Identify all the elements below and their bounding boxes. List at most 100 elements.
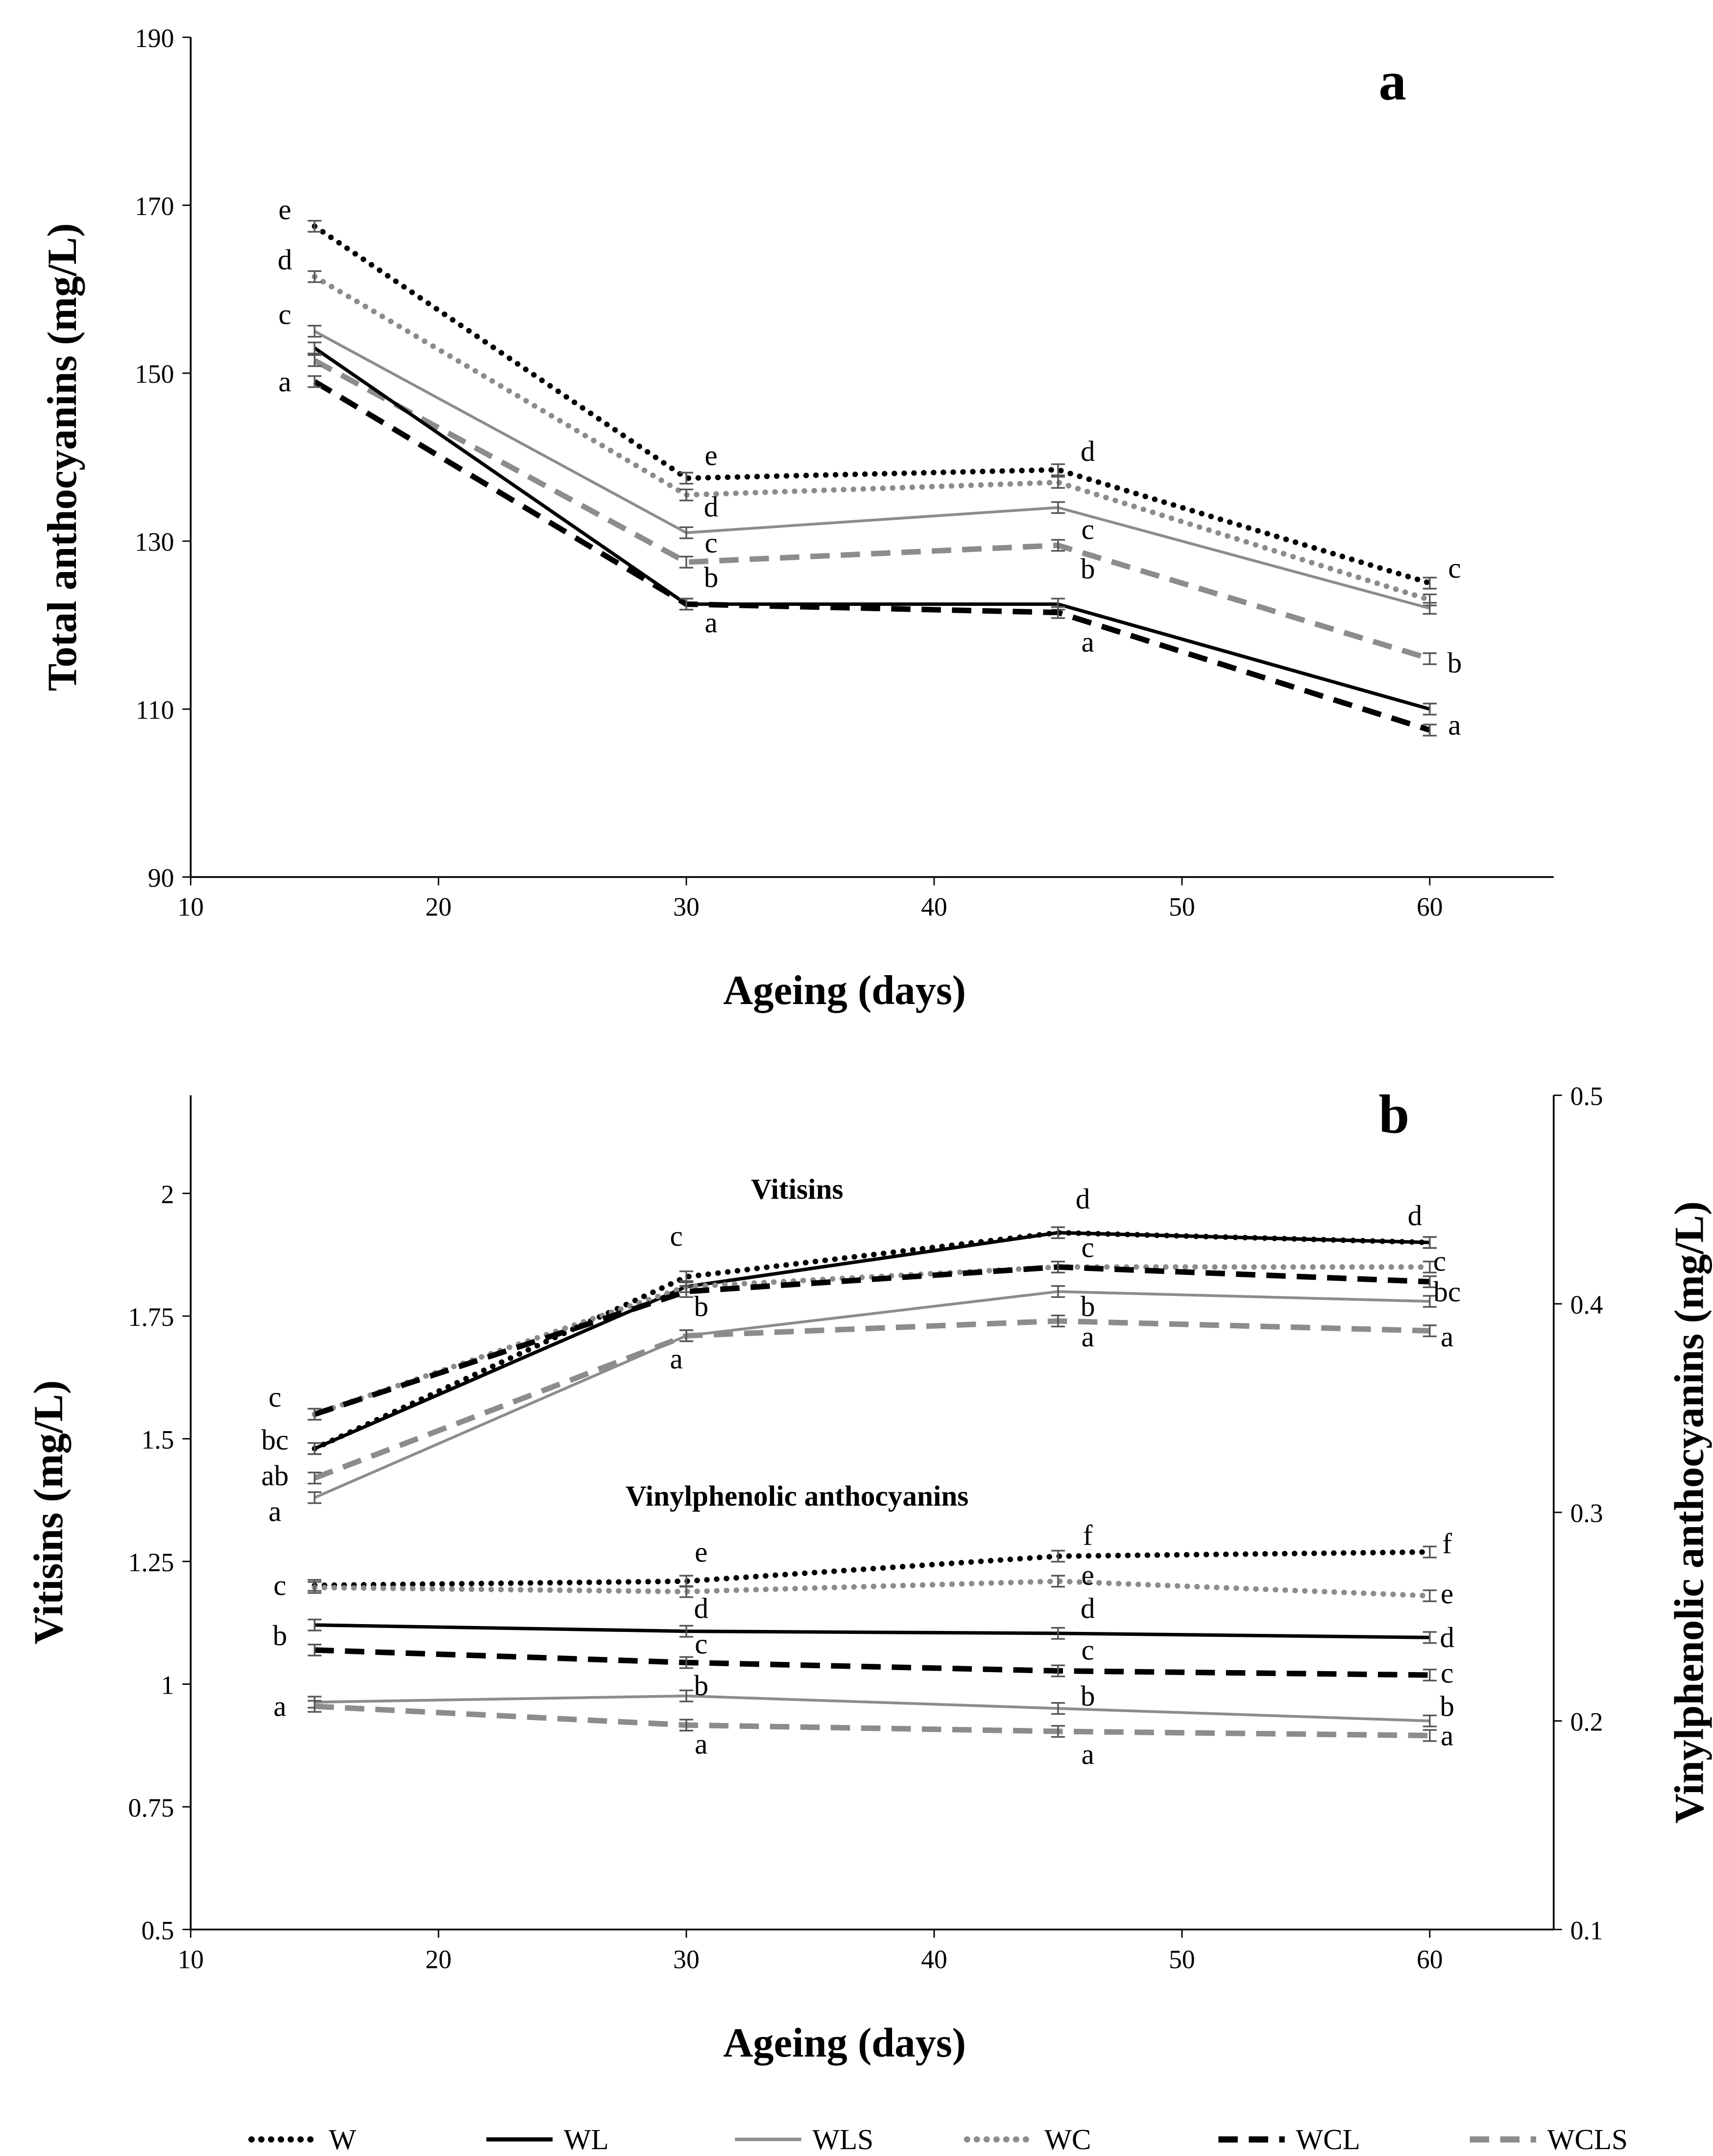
y-tick-label: 190 xyxy=(135,24,174,53)
significance-letter: c xyxy=(1082,1634,1094,1666)
series-line-wl xyxy=(314,346,1430,711)
series-line-wls xyxy=(314,1694,1430,1723)
right-y-axis-title: Vinylphenolic anthocyanins (mg/L) xyxy=(1666,1201,1712,1823)
significance-letter: c xyxy=(268,1381,281,1413)
significance-letter: f xyxy=(1442,1527,1452,1559)
series-line-wc xyxy=(312,1264,1433,1417)
y-tick-label: 1.5 xyxy=(141,1425,174,1454)
y-tick-label: 0.5 xyxy=(141,1916,174,1945)
series-line-wls xyxy=(314,330,1430,610)
right-y-tick-label: 0.1 xyxy=(1570,1916,1603,1945)
series-line-wcls xyxy=(314,1318,1430,1481)
x-tick-label: 40 xyxy=(921,1944,947,1974)
series-line-wcl xyxy=(314,1264,1430,1417)
significance-letter: e xyxy=(278,193,291,225)
group-title-vinylphenolic: Vinylphenolic anthocyanins xyxy=(626,1480,968,1512)
significance-letter: b xyxy=(694,1669,709,1701)
series-line-wc xyxy=(312,274,1433,603)
x-tick-label: 50 xyxy=(1169,1944,1195,1974)
significance-letter: a xyxy=(1082,1320,1094,1353)
panel-a-total-anthocyanins: 10 20 30 40 50 60 90 110 130 150 170 190 Ageing (day… xyxy=(40,24,1554,1013)
y-tick-label: 1.75 xyxy=(128,1302,174,1332)
legend-label-w: W xyxy=(329,2123,356,2156)
series-line-wcl xyxy=(313,379,1431,733)
significance-letter: d xyxy=(1076,1182,1090,1215)
significance-letter: b xyxy=(1448,647,1462,679)
significance-letter: b xyxy=(1081,1290,1095,1322)
y-tick-label: 90 xyxy=(148,863,174,892)
significance-letter: b xyxy=(694,1290,709,1322)
significance-letter: ab xyxy=(261,1459,289,1491)
legend-label-wcls: WCLS xyxy=(1547,2123,1627,2156)
y-axis-title: Vitisins (mg/L) xyxy=(26,1380,72,1645)
significance-letter: d xyxy=(1081,1592,1095,1625)
x-tick-label: 10 xyxy=(177,892,204,922)
significance-letter: d xyxy=(1440,1621,1454,1653)
series-line-w xyxy=(312,1549,1433,1588)
series-line-wls xyxy=(314,1290,1430,1499)
significance-letter: a xyxy=(268,1495,281,1528)
legend-label-wls: WLS xyxy=(812,2123,873,2156)
significance-letter: c xyxy=(1441,1657,1453,1689)
significance-letter: a xyxy=(1441,1719,1453,1751)
significance-letter: e xyxy=(1441,1578,1453,1610)
x-tick-label: 20 xyxy=(425,892,452,922)
significance-letter: c xyxy=(1448,551,1461,584)
right-y-tick-label: 0.2 xyxy=(1570,1707,1603,1736)
significance-letter: e xyxy=(1082,1558,1094,1591)
significance-letter: c xyxy=(278,298,291,331)
significance-letter: d xyxy=(1081,435,1095,467)
significance-letter: c xyxy=(1082,513,1094,546)
y-tick-label: 0.75 xyxy=(128,1793,174,1822)
significance-letter: a xyxy=(1441,1320,1453,1353)
significance-letter: bc xyxy=(261,1423,289,1456)
x-tick-label: 10 xyxy=(177,1944,204,1974)
right-y-tick-label: 0.3 xyxy=(1570,1499,1603,1528)
x-axis-title: Ageing (days) xyxy=(723,2020,966,2066)
x-tick-label: 30 xyxy=(673,1944,700,1974)
significance-letter: c xyxy=(670,1220,683,1252)
legend: W WL WLS WC WCL WCLS xyxy=(248,2123,1628,2156)
legend-label-wcl: WCL xyxy=(1296,2123,1360,2156)
significance-letter: bc xyxy=(1433,1275,1461,1308)
y-tick-label: 130 xyxy=(135,527,174,557)
legend-label-wc: WC xyxy=(1044,2123,1091,2156)
panel-label: a xyxy=(1378,50,1406,112)
significance-letter: a xyxy=(670,1342,683,1375)
series-line-wcls xyxy=(314,1703,1430,1739)
y-tick-label: 170 xyxy=(135,192,174,221)
x-tick-label: 60 xyxy=(1417,1944,1443,1974)
significance-letter: a xyxy=(1082,625,1094,658)
x-tick-label: 60 xyxy=(1417,892,1443,922)
y-axis-title: Total anthocyanins (mg/L) xyxy=(40,223,85,692)
significance-letter: a xyxy=(278,365,291,398)
significance-letter: a xyxy=(1448,709,1461,741)
right-y-tick-label: 0.5 xyxy=(1570,1081,1603,1111)
series-line-wl xyxy=(314,1623,1430,1639)
significance-letter: b xyxy=(273,1619,288,1652)
series-line-wcls xyxy=(313,358,1431,662)
significance-letter: b xyxy=(1081,552,1095,585)
significance-letter: e xyxy=(695,1536,707,1568)
y-tick-label: 1.25 xyxy=(128,1548,174,1577)
significance-letter: c xyxy=(695,1628,707,1660)
x-axis-title: Ageing (days) xyxy=(723,968,966,1013)
significance-letter: c xyxy=(1082,1231,1094,1264)
significance-letter: c xyxy=(273,1569,286,1602)
significance-letter: e xyxy=(705,439,718,472)
significance-letter: c xyxy=(705,527,718,559)
significance-letter: b xyxy=(1081,1679,1095,1712)
significance-letter: a xyxy=(1082,1738,1094,1771)
x-tick-label: 20 xyxy=(425,1944,452,1974)
panel-b-vitisins-vinylphenolic: 10 20 30 40 50 60 0.5 0.75 1 1.25 1.5 1.75 2 0.1 0.2 0.… xyxy=(26,1081,1712,2066)
series-line-wl xyxy=(314,1231,1430,1450)
significance-letter: d xyxy=(694,1592,709,1625)
significance-letter: b xyxy=(1440,1690,1454,1723)
x-tick-label: 30 xyxy=(673,892,700,922)
significance-letter: f xyxy=(1083,1519,1093,1551)
significance-letter: a xyxy=(705,606,718,639)
legend-label-wl: WL xyxy=(564,2123,609,2156)
significance-letter: a xyxy=(273,1690,286,1723)
significance-letter: d xyxy=(1408,1199,1423,1231)
significance-letter: a xyxy=(695,1727,707,1760)
